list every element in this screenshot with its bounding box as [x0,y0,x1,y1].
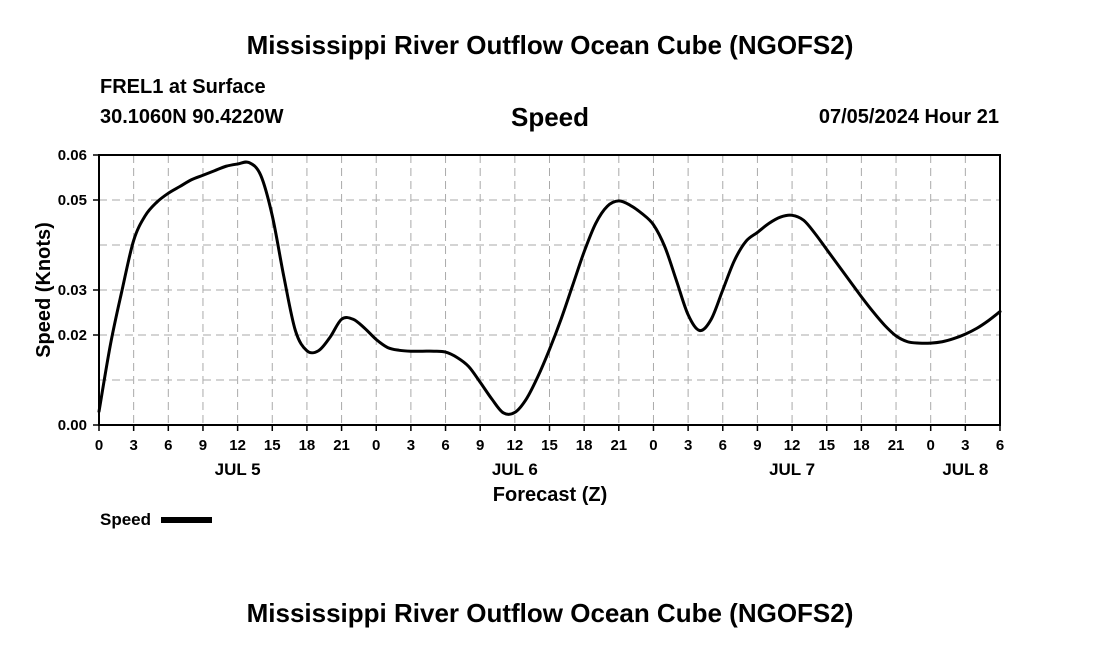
y-tick-label: 0.06 [58,147,87,164]
x-tick-label: 18 [853,437,870,454]
legend-label: Speed [100,510,151,529]
x-tick-label: 18 [299,437,316,454]
x-tick-label: 9 [476,437,484,454]
x-tick-label: 3 [961,437,969,454]
x-tick-label: 3 [684,437,692,454]
chart-title: Mississippi River Outflow Ocean Cube (NG… [246,30,854,60]
x-tick-label: 0 [649,437,657,454]
day-label: JUL 6 [492,460,538,479]
x-tick-label: 21 [333,437,350,454]
x-tick-label: 0 [372,437,380,454]
x-tick-label: 0 [95,437,103,454]
y-tick-label: 0.03 [58,282,87,299]
x-tick-label: 6 [996,437,1004,454]
day-label: JUL 8 [942,460,988,479]
x-tick-label: 6 [441,437,449,454]
y-tick-label: 0.00 [58,417,87,434]
x-tick-label: 12 [229,437,246,454]
x-tick-label: 3 [129,437,137,454]
x-tick-label: 3 [407,437,415,454]
x-tick-label: 6 [164,437,172,454]
x-tick-label: 9 [199,437,207,454]
x-tick-label: 18 [576,437,593,454]
coordinates-label: 30.1060N 90.4220W [100,106,284,128]
grid-lines [99,155,1000,425]
x-tick-label: 21 [888,437,905,454]
x-tick-label: 21 [610,437,627,454]
x-tick-label: 12 [784,437,801,454]
y-axis-label: Speed (Knots) [33,222,55,358]
x-tick-label: 0 [927,437,935,454]
speed-series-line [97,160,1002,416]
axis-ticks: 0 3 6 9 12 15 18 21 0 3 6 9 12 15 18 21 0 3 6 9 12 15 18 21 0 3 6J… [58,147,1004,479]
y-tick-label: 0.02 [58,327,87,344]
x-axis-label: Forecast (Z) [493,484,607,506]
footer-title: Mississippi River Outflow Ocean Cube (NG… [246,598,854,628]
datetime-label: 07/05/2024 Hour 21 [818,106,999,128]
x-tick-label: 12 [507,437,524,454]
y-tick-label: 0.05 [58,192,87,209]
station-label: FREL1 at Surface [100,76,266,98]
variable-title: Speed [510,102,590,132]
x-tick-label: 6 [719,437,727,454]
day-label: JUL 7 [769,460,815,479]
day-label: JUL 5 [215,460,261,479]
x-tick-label: 15 [818,437,835,454]
x-tick-label: 15 [264,437,281,454]
x-tick-label: 9 [753,437,761,454]
x-tick-label: 15 [541,437,558,454]
